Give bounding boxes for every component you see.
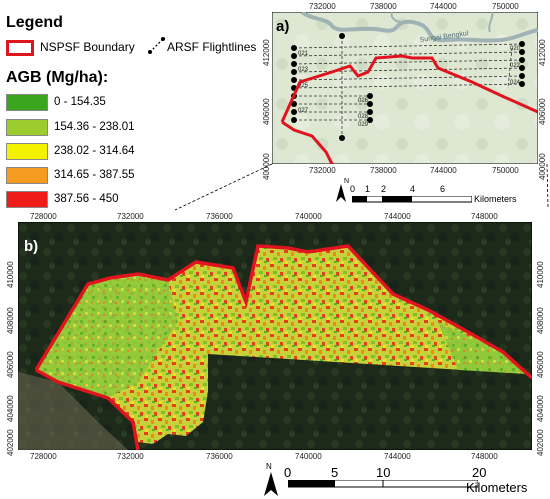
map-b-label: b) [24, 238, 39, 255]
flightline-label: 022 [510, 63, 521, 69]
map-a-x-tick-bottom: 738000 [370, 166, 397, 175]
agb-swatch-2 [6, 119, 48, 136]
map-a-x-tick: 744000 [430, 2, 457, 11]
map-b-y-tick: 408000 [6, 307, 15, 334]
map-a-frame: Sungai Bengkul 02 [272, 12, 538, 164]
map-a-scale-tick: 2 [381, 184, 387, 194]
map-a-scale-unit: Kilometers [474, 194, 517, 204]
agb-swatch-4 [6, 167, 48, 184]
map-b-y-tick-right: 408000 [536, 307, 545, 334]
map-b-scale-tick: 10 [376, 465, 391, 480]
map-b-x-tick-bottom: 728000 [30, 452, 57, 461]
map-b-x-tick: 736000 [206, 212, 233, 221]
map-b-x-tick-bottom: 736000 [206, 452, 233, 461]
flightline-label: 028 [358, 114, 369, 120]
legend-title: Legend [6, 14, 63, 31]
map-b-x-tick: 740000 [295, 212, 322, 221]
map-b-x-tick-bottom: 744000 [384, 452, 411, 461]
map-a-scale-tick: 0 [350, 184, 356, 194]
map-b-scale-tick: 5 [331, 465, 339, 480]
agb-class-label: 238.02 - 314.64 [54, 145, 135, 157]
map-a-north-arrow-icon [336, 184, 346, 202]
map-a-scale-tick: 6 [440, 184, 446, 194]
map-a-x-tick: 750000 [492, 2, 519, 11]
flightline-label: 029 [358, 122, 369, 128]
boundary-label: NSPSF Boundary [40, 40, 135, 54]
map-b-scale-tick: 0 [284, 465, 292, 480]
map-a-y-tick: 412000 [262, 39, 271, 66]
map-b-x-tick-bottom: 740000 [295, 452, 322, 461]
map-a-label: a) [276, 18, 290, 35]
map-a-panel: 732000 738000 744000 750000 732000 73800… [260, 0, 550, 210]
map-b-panel: 728000 732000 736000 740000 744000 74800… [0, 208, 550, 499]
map-a-x-tick: 738000 [370, 2, 397, 11]
map-a-x-tick: 732000 [309, 2, 336, 11]
map-b-scale-unit: Kilometers [466, 480, 528, 495]
map-b-y-tick: 406000 [6, 351, 15, 378]
map-b-x-tick-bottom: 748000 [471, 452, 498, 461]
map-b-x-tick: 728000 [30, 212, 57, 221]
flightline-label: 020 [510, 46, 521, 52]
flightline-label: 026 [358, 98, 369, 104]
map-a-y-tick-right: 412000 [538, 39, 547, 66]
map-a-scale-tick: 4 [410, 184, 416, 194]
map-b-y-tick: 402000 [6, 429, 15, 456]
flightline-label: 021 [298, 51, 309, 57]
map-b-x-tick: 748000 [471, 212, 498, 221]
flightline-symbol-icon [148, 37, 165, 54]
map-a-north-label: N [344, 178, 350, 185]
agb-swatch-3 [6, 143, 48, 160]
flightline-label: 024 [510, 80, 521, 86]
map-a-y-tick: 400000 [262, 153, 271, 180]
map-a-x-tick-bottom: 732000 [309, 166, 336, 175]
flightlines-label: ARSF Flightlines [167, 40, 257, 54]
map-b-north-label: N [266, 462, 272, 471]
agb-swatch-1 [6, 94, 48, 111]
flightline-label: 027 [298, 108, 309, 114]
map-a-y-tick: 406000 [262, 98, 271, 125]
map-a-y-tick-right: 400000 [538, 153, 547, 180]
agb-title: AGB (Mg/ha): [6, 69, 109, 86]
map-b-x-tick-bottom: 732000 [117, 452, 144, 461]
map-a-x-tick-bottom: 750000 [492, 166, 519, 175]
map-b-y-tick-right: 406000 [536, 351, 545, 378]
agb-class-label: 314.65 - 387.55 [54, 169, 135, 181]
map-a-scalebar [352, 196, 472, 203]
map-b-y-tick-right: 402000 [536, 429, 545, 456]
map-b-x-tick: 744000 [384, 212, 411, 221]
map-b-frame [18, 222, 532, 450]
agb-class-label: 387.56 - 450 [54, 193, 119, 205]
map-b-scalebar [288, 480, 478, 488]
flightline-label: 023 [298, 67, 309, 73]
agb-swatch-5 [6, 191, 48, 208]
map-b-y-tick: 404000 [6, 395, 15, 422]
map-b-x-tick: 732000 [117, 212, 144, 221]
flightline-label: 025 [298, 83, 309, 89]
map-a-x-tick-bottom: 744000 [430, 166, 457, 175]
map-b-y-tick-right: 410000 [536, 261, 545, 288]
map-b-scale-tick: 20 [472, 465, 487, 480]
map-a-y-tick-right: 406000 [538, 98, 547, 125]
agb-class-label: 154.36 - 238.01 [54, 121, 135, 133]
agb-class-label: 0 - 154.35 [54, 96, 106, 108]
boundary-symbol [6, 40, 34, 56]
map-b-y-tick: 410000 [6, 261, 15, 288]
map-b-y-tick-right: 404000 [536, 395, 545, 422]
map-b-north-arrow-icon [264, 472, 278, 496]
map-a-scale-tick: 1 [365, 184, 371, 194]
